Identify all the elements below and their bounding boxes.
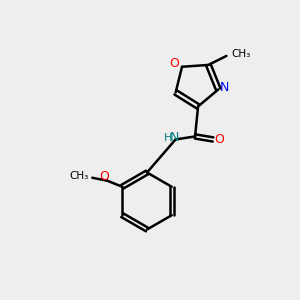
Text: N: N [220,81,229,94]
Text: O: O [169,57,179,70]
Text: O: O [99,170,109,183]
Text: CH₃: CH₃ [70,171,89,181]
Text: CH₃: CH₃ [232,50,251,59]
Text: N: N [169,131,179,144]
Text: H: H [164,133,172,143]
Text: O: O [214,133,224,146]
